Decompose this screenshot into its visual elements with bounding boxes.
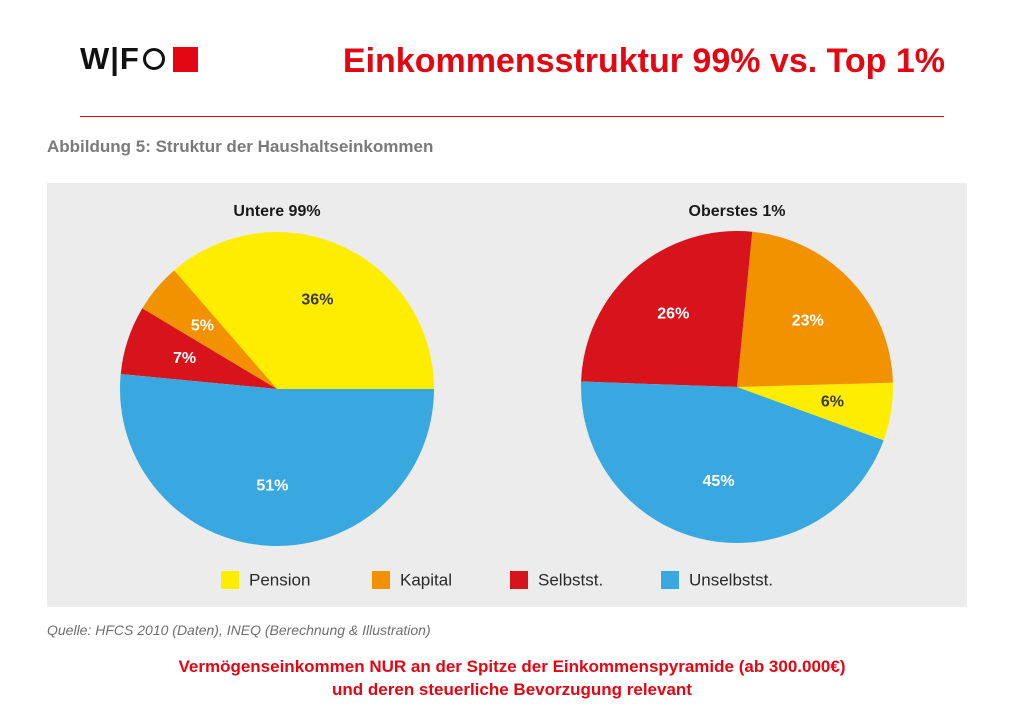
slide-title: Einkommensstruktur 99% vs. Top 1% — [342, 42, 945, 80]
slice-label: 45% — [703, 473, 735, 490]
pie-slice — [581, 230, 753, 387]
slice-label: 36% — [301, 292, 333, 309]
slice-label: 23% — [792, 312, 824, 329]
legend-label: Kapital — [400, 570, 452, 589]
slice-label: 51% — [256, 477, 288, 494]
pie-charts-svg: Untere 99% 36% 5% 7% 51% Oberstes 1% 6% 23% 26% 4… — [120, 203, 894, 589]
slice-label: 7% — [173, 350, 196, 367]
pie-slice — [120, 374, 434, 546]
legend-swatch — [372, 571, 390, 589]
footnote: Vermögenseinkommen NUR an der Spitze der… — [0, 655, 1024, 701]
pie-title: Untere 99% — [233, 203, 320, 220]
legend-swatch — [661, 571, 679, 589]
slice-label: 5% — [191, 318, 214, 335]
figure-caption: Abbildung 5: Struktur der Haushaltseinko… — [47, 137, 434, 156]
chart-panel: Untere 99% 36% 5% 7% 51% Oberstes 1% 6% 23% 26% 4… — [47, 183, 967, 607]
pie-slice — [142, 270, 277, 389]
pie-slice — [737, 382, 894, 441]
slice-label: 6% — [821, 394, 844, 411]
title-divider — [80, 116, 944, 117]
wifo-logo: W|F — [80, 41, 198, 76]
slice-label: 26% — [657, 305, 689, 322]
footnote-line-1: Vermögenseinkommen NUR an der Spitze der… — [178, 657, 846, 676]
legend-label: Selbstst. — [538, 570, 603, 589]
logo-text: W|F — [80, 41, 140, 76]
logo-circle-icon — [142, 48, 165, 70]
logo-square-icon — [172, 46, 198, 72]
legend-label: Pension — [249, 570, 310, 589]
pie-slice — [581, 381, 884, 543]
legend-label: Unselbstst. — [689, 570, 773, 589]
pie-slice — [120, 308, 278, 389]
footnote-line-2: und deren steuerliche Bevorzugung releva… — [332, 680, 692, 699]
figure-source: Quelle: HFCS 2010 (Daten), INEQ (Berechn… — [47, 622, 431, 638]
pie-slice — [174, 232, 434, 389]
legend-swatch — [510, 571, 528, 589]
legend-swatch — [221, 571, 239, 589]
pie-slice — [737, 231, 893, 387]
pie-title: Oberstes 1% — [689, 203, 786, 220]
